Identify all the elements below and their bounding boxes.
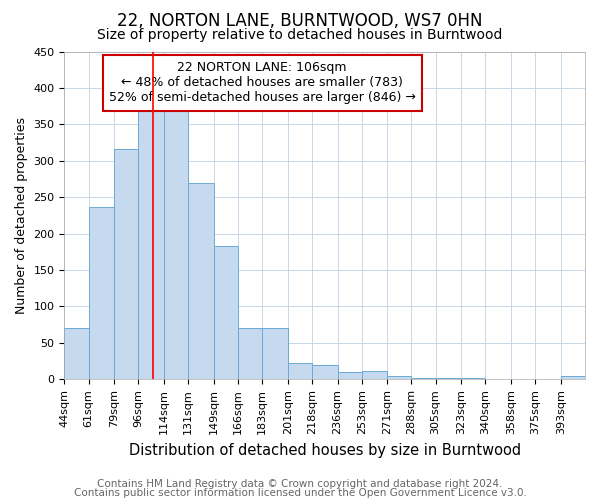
Bar	[64, 328, 89, 380]
Bar	[89, 208, 114, 380]
Bar	[139, 110, 164, 380]
Text: 22, NORTON LANE, BURNTWOOD, WS7 0HN: 22, NORTON LANE, BURNTWOOD, WS7 0HN	[117, 12, 483, 30]
Y-axis label: Number of detached properties: Number of detached properties	[15, 117, 28, 314]
Bar	[114, 149, 139, 380]
Bar	[362, 370, 387, 380]
Bar	[262, 328, 288, 380]
Text: Size of property relative to detached houses in Burntwood: Size of property relative to detached ho…	[97, 28, 503, 42]
Text: 22 NORTON LANE: 106sqm
← 48% of detached houses are smaller (783)
52% of semi-de: 22 NORTON LANE: 106sqm ← 48% of detached…	[109, 62, 416, 104]
Text: Contains public sector information licensed under the Open Government Licence v3: Contains public sector information licen…	[74, 488, 526, 498]
Bar	[387, 376, 412, 380]
Bar	[412, 378, 436, 380]
Bar	[238, 328, 262, 380]
Bar	[164, 110, 188, 380]
Bar	[461, 378, 485, 380]
Bar	[561, 376, 585, 380]
Bar	[188, 182, 214, 380]
X-axis label: Distribution of detached houses by size in Burntwood: Distribution of detached houses by size …	[128, 442, 521, 458]
Text: Contains HM Land Registry data © Crown copyright and database right 2024.: Contains HM Land Registry data © Crown c…	[97, 479, 503, 489]
Bar	[338, 372, 362, 380]
Bar	[288, 362, 312, 380]
Bar	[436, 378, 461, 380]
Bar	[214, 246, 238, 380]
Bar	[312, 364, 338, 380]
